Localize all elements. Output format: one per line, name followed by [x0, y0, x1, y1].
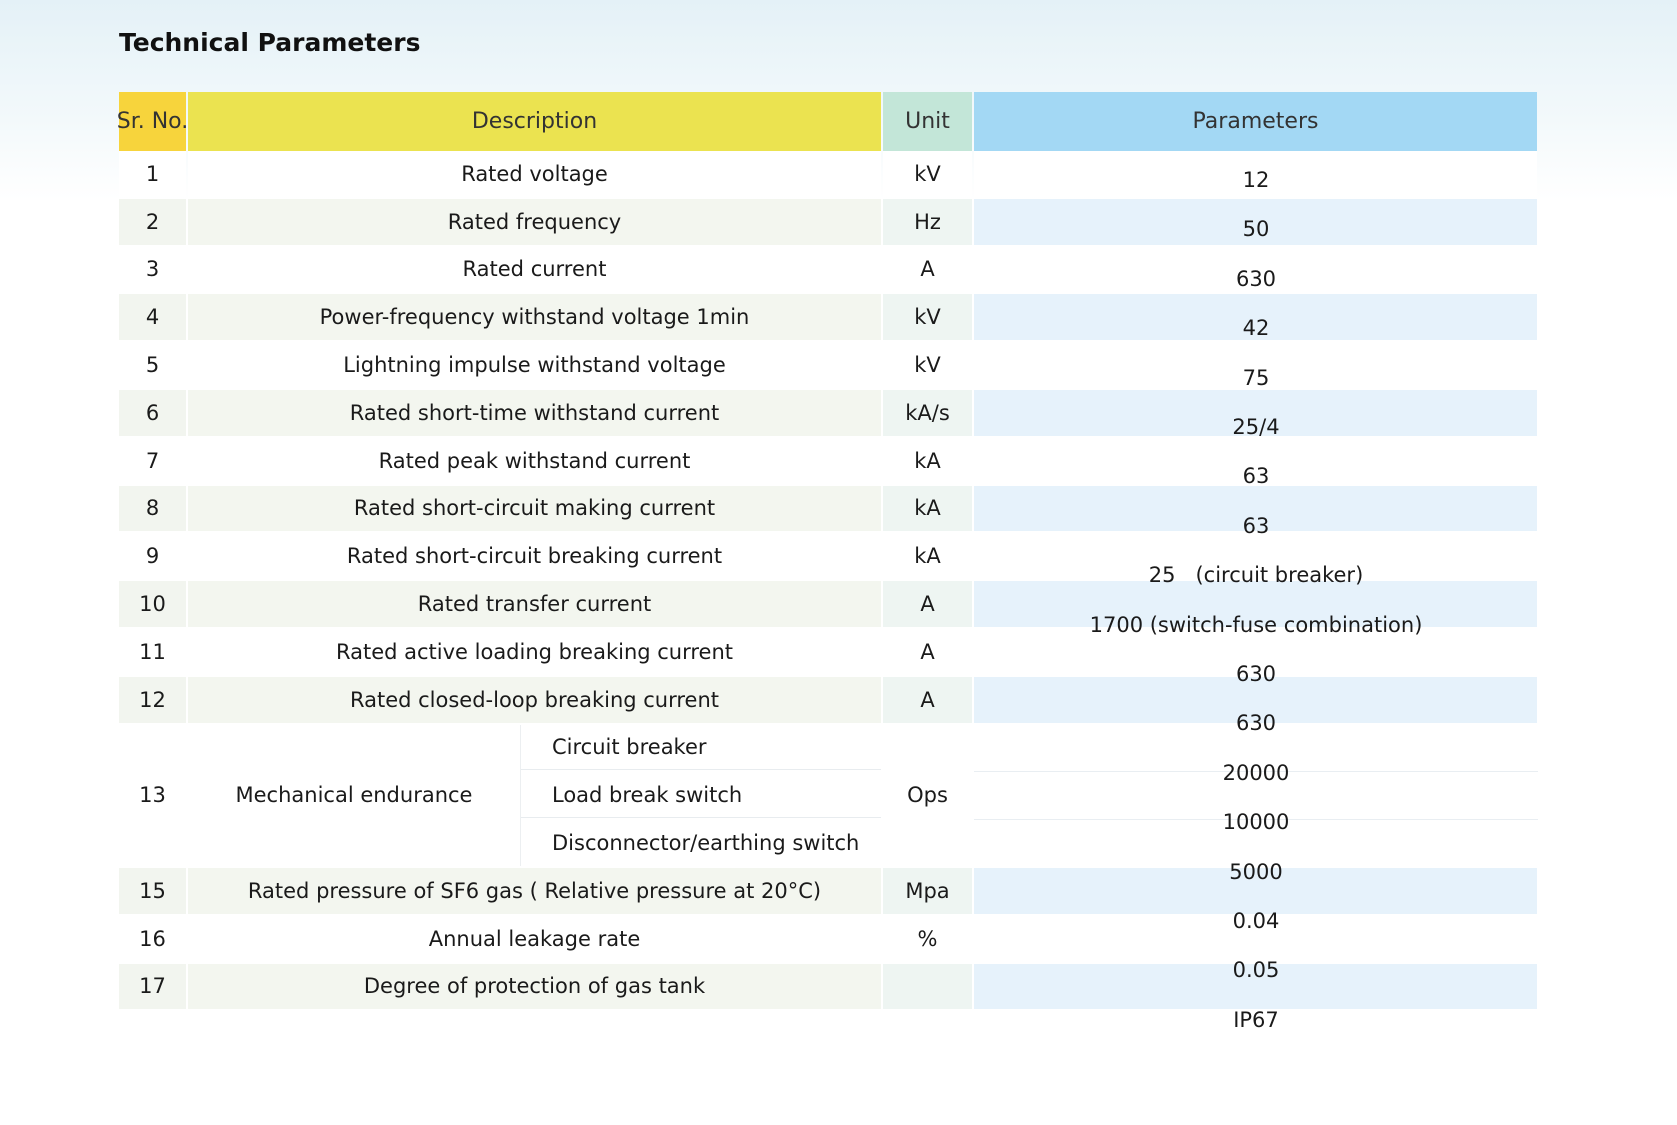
sr-no: 10: [119, 581, 186, 627]
column-header: Parameters: [974, 92, 1537, 151]
unit: Ops: [883, 724, 972, 866]
column-header: Description: [188, 92, 881, 151]
unit: kA: [883, 533, 972, 580]
description: Mechanical endurance: [188, 724, 520, 866]
parameter-cell: [974, 581, 1537, 627]
unit: kA: [883, 437, 972, 484]
parameter: 50: [1242, 217, 1270, 242]
unit: kV: [883, 342, 972, 388]
sr-no: 15: [119, 868, 186, 914]
parameter-cell: [974, 246, 1537, 293]
unit: kA/s: [883, 390, 972, 436]
column-header: Sr. No.: [117, 92, 188, 151]
parameter: 25 (circuit breaker): [1148, 563, 1364, 588]
sr-no: 9: [119, 533, 186, 580]
unit: A: [883, 581, 972, 627]
parameter: 630: [1235, 266, 1277, 291]
description: Rated active loading breaking current: [188, 629, 881, 675]
parameter-cell: [974, 629, 1537, 675]
sr-no: 4: [119, 294, 186, 341]
sub-item: Disconnector/earthing switch: [521, 820, 881, 866]
sr-no: 2: [119, 198, 186, 245]
description: Degree of protection of gas tank: [188, 963, 881, 1010]
sr-no: 16: [119, 915, 186, 962]
parameter-cell: [974, 963, 1537, 1010]
description: Rated frequency: [188, 198, 881, 245]
description: Rated pressure of SF6 gas ( Relative pre…: [188, 868, 881, 914]
sr-no: 13: [119, 724, 186, 866]
description: Rated closed-loop breaking current: [188, 676, 881, 723]
parameter-cell: [974, 868, 1537, 914]
column-header: Unit: [883, 92, 972, 151]
description: Lightning impulse withstand voltage: [188, 342, 881, 388]
sub-item: Load break switch: [521, 772, 881, 819]
description: Power-frequency withstand voltage 1min: [188, 294, 881, 341]
unit: A: [883, 246, 972, 293]
parameter-cell: [974, 676, 1537, 723]
description: Rated short-time withstand current: [188, 390, 881, 436]
parameter-cell: [974, 342, 1537, 388]
parameter: 0.05: [1232, 958, 1280, 983]
description: Rated voltage: [188, 151, 881, 197]
parameter: IP67: [1233, 1007, 1279, 1032]
parameter-cell: [974, 294, 1537, 341]
unit: Hz: [883, 198, 972, 245]
parameter: 63: [1242, 513, 1270, 538]
parameter: 1700 (switch-fuse combination): [1089, 612, 1423, 637]
sub-item: Circuit breaker: [521, 724, 881, 771]
divider: [974, 771, 1538, 773]
sr-no: 17: [119, 963, 186, 1010]
description: Rated transfer current: [188, 581, 881, 627]
parameter-cell: [974, 151, 1537, 197]
parameter-cell: [974, 437, 1537, 484]
unit: A: [883, 676, 972, 723]
sr-no: 11: [119, 629, 186, 675]
unit: %: [883, 915, 972, 962]
parameter: 630: [1235, 711, 1277, 736]
parameter: 20000: [1222, 760, 1290, 785]
parameter-cell: [974, 485, 1537, 532]
unit: [883, 963, 972, 1010]
sr-no: 12: [119, 676, 186, 723]
parameter: 25/4: [1232, 415, 1280, 439]
title: Technical Parameters: [119, 28, 421, 57]
description: Rated current: [188, 246, 881, 293]
parameter: 63: [1242, 464, 1270, 489]
sr-no: 7: [119, 437, 186, 484]
sr-no: 6: [119, 390, 186, 436]
sr-no: 1: [119, 151, 186, 197]
parameter: 12: [1242, 168, 1270, 192]
parameter: 42: [1242, 316, 1270, 341]
parameter: 5000: [1229, 859, 1283, 884]
description: Rated short-circuit breaking current: [188, 533, 881, 580]
sr-no: 8: [119, 485, 186, 532]
parameter-cell: [974, 533, 1537, 580]
description: Rated short-circuit making current: [188, 485, 881, 532]
unit: kA: [883, 485, 972, 532]
parameter-cell: [974, 915, 1537, 962]
unit: kV: [883, 294, 972, 341]
parameter: 0.04: [1232, 909, 1280, 933]
description: Rated peak withstand current: [188, 437, 881, 484]
divider: [520, 724, 521, 866]
parameter-cell: [974, 198, 1537, 245]
unit: Mpa: [883, 868, 972, 914]
parameter: 10000: [1222, 810, 1290, 835]
parameter: 630: [1235, 662, 1277, 686]
parameter: 75: [1242, 365, 1270, 390]
sr-no: 5: [119, 342, 186, 388]
description: Annual leakage rate: [188, 915, 881, 962]
sr-no: 3: [119, 246, 186, 293]
divider: [974, 819, 1538, 821]
parameter-cell: [974, 390, 1537, 436]
unit: A: [883, 629, 972, 675]
unit: kV: [883, 151, 972, 197]
